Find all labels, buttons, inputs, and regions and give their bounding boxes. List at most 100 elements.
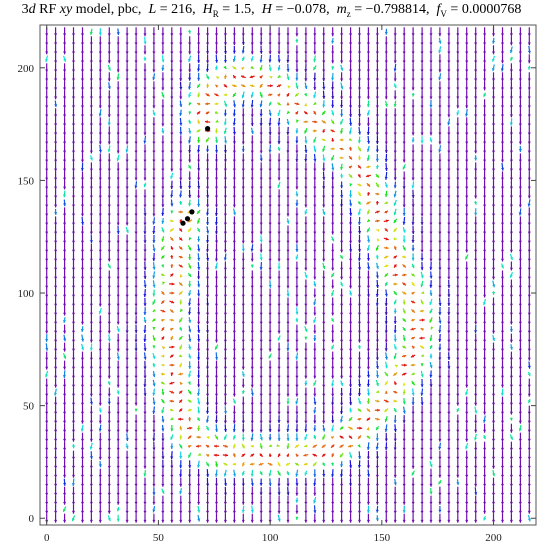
field-arrow [223,144,227,154]
field-arrow [143,243,147,253]
field-arrow [152,299,156,305]
field-arrow [160,299,165,305]
field-arrow [143,307,147,316]
field-arrow [125,513,129,523]
field-arrow [72,27,75,37]
field-arrow [125,198,129,208]
field-arrow [267,462,273,466]
field-arrow [206,54,210,64]
field-arrow [161,189,165,199]
field-arrow [107,108,111,118]
field-arrow [304,144,308,153]
field-arrow [277,378,281,388]
field-arrow [259,54,263,63]
field-arrow [170,90,174,100]
field-arrow [45,117,49,127]
field-arrow [277,198,281,208]
field-arrow [295,307,299,315]
field-arrow [277,153,281,163]
field-arrow [125,36,129,46]
title-HR-symbol: H [202,2,213,17]
field-arrow [268,126,272,136]
field-arrow [107,64,111,71]
field-arrow [295,191,299,197]
field-arrow [322,378,326,388]
field-arrow [223,504,227,514]
field-arrow [125,108,129,118]
field-arrow [268,478,272,487]
field-arrow [215,65,219,71]
field-arrow [322,297,326,307]
field-arrow [143,334,147,342]
field-arrow [268,433,272,441]
field-arrow [152,252,156,262]
field-arrow [268,315,272,325]
field-arrow [98,171,102,181]
field-arrow [340,406,344,415]
field-arrow [170,135,174,145]
field-arrow [169,399,175,403]
field-arrow [313,497,317,504]
field-arrow [340,198,344,208]
field-arrow [259,109,263,117]
field-arrow [107,90,111,100]
field-arrow [72,117,75,127]
field-arrow [331,477,335,487]
field-arrow [312,444,318,449]
field-arrow [89,288,93,298]
field-arrow [143,441,147,451]
field-arrow [330,119,335,125]
field-arrow [89,360,93,370]
field-arrow [143,207,147,217]
field-arrow [330,272,335,278]
field-arrow [197,360,201,370]
field-arrow [98,270,102,280]
field-arrow [161,318,165,322]
field-arrow [331,138,335,142]
field-arrow [331,90,335,100]
field-arrow [331,180,335,190]
field-arrow [303,453,309,457]
field-arrow [304,279,308,289]
field-arrow [116,352,120,360]
field-arrow [63,36,67,46]
field-arrow [197,171,201,181]
field-arrow [277,351,281,361]
field-arrow [152,468,156,478]
field-arrow [107,171,111,181]
field-arrow [116,369,120,379]
field-arrow [80,414,84,424]
field-arrow [89,324,93,334]
field-arrow [187,272,192,278]
field-arrow [259,144,263,154]
field-arrow [178,390,183,394]
title-dim: 3 [21,2,29,17]
field-arrow [125,396,129,406]
field-arrow [206,45,210,55]
field-arrow [152,513,156,523]
field-arrow [250,270,254,280]
field-arrow [45,36,49,46]
field-arrow [188,417,192,422]
field-arrow [80,441,84,451]
field-arrow [152,109,156,116]
field-arrow [160,372,165,376]
field-arrow [331,198,335,208]
field-arrow [89,369,93,379]
plot-background [0,22,543,546]
field-arrow [98,117,102,127]
field-arrow [151,318,156,322]
field-arrow [188,171,192,181]
field-arrow [250,360,254,370]
field-arrow [45,108,49,118]
field-arrow [45,55,49,63]
field-arrow [72,36,75,46]
field-arrow [277,146,281,152]
field-arrow [80,153,84,163]
field-arrow [89,81,93,91]
field-arrow [313,136,317,143]
field-arrow [116,90,120,100]
field-arrow [98,333,102,343]
field-arrow [339,156,344,160]
field-arrow [98,315,102,325]
